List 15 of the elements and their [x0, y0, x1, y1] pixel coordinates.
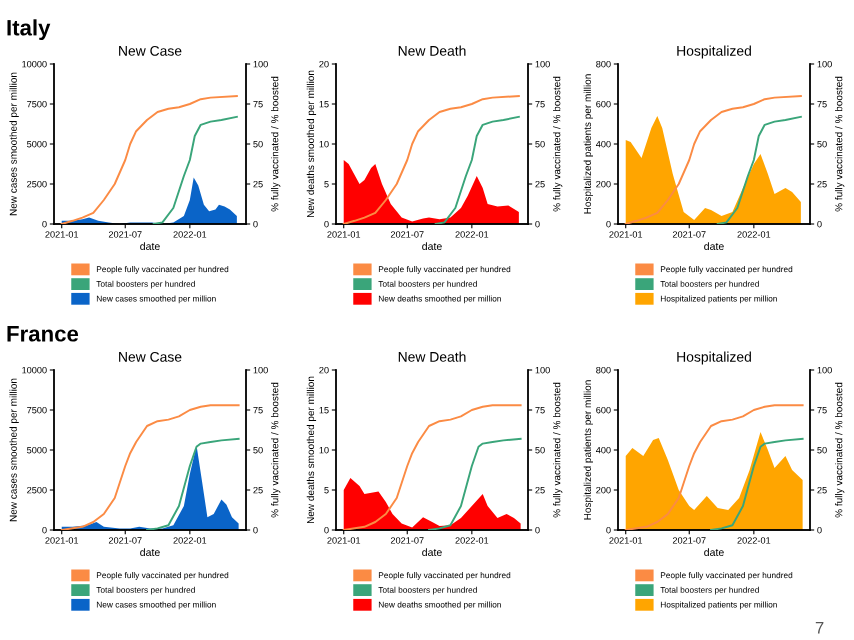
line-series [60, 95, 238, 224]
line-series [60, 404, 240, 530]
line-series [428, 437, 522, 530]
line-series [146, 437, 240, 530]
line-series [716, 115, 802, 224]
text: France [7, 326, 79, 342]
line-series [624, 95, 802, 224]
line-series [342, 95, 520, 224]
line-series [434, 115, 520, 224]
text: Italy [7, 19, 51, 40]
line-series [624, 404, 804, 530]
line-series [710, 437, 804, 530]
text: 7 [815, 622, 824, 634]
line-series [152, 115, 238, 224]
line-series [342, 404, 522, 530]
